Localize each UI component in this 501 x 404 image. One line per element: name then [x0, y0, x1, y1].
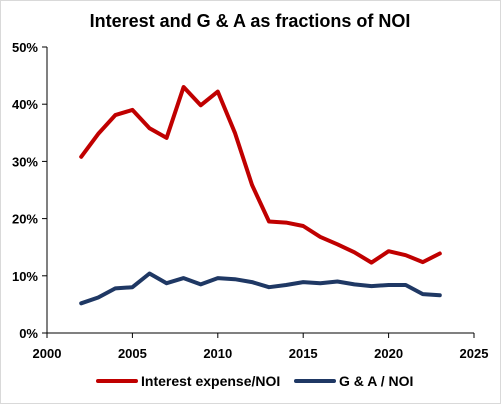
series-line-interest-expense: [79, 85, 442, 265]
x-tick-label: 2000: [33, 346, 62, 361]
x-tick-label: 2020: [374, 346, 403, 361]
y-tick-label: 0%: [19, 326, 38, 341]
x-tick-label: 2015: [289, 346, 318, 361]
legend: Interest expense/NOI G & A / NOI: [96, 373, 413, 389]
series-lines: [79, 85, 442, 306]
x-tick-label: 2005: [118, 346, 147, 361]
y-axis-ticks: 0% 10% 20% 30% 40% 50%: [12, 40, 47, 341]
y-tick-label: 40%: [12, 97, 38, 112]
legend-label-g-and-a: G & A / NOI: [339, 373, 413, 389]
y-tick-label: 50%: [12, 40, 38, 55]
x-axis-ticks: 2000 2005 2010 2015 2020 2025: [33, 333, 489, 361]
series-line-g-and-a: [79, 271, 442, 306]
x-tick-label: 2010: [203, 346, 232, 361]
y-tick-label: 20%: [12, 212, 38, 227]
chart-title: Interest and G & A as fractions of NOI: [90, 11, 411, 31]
y-tick-label: 30%: [12, 154, 38, 169]
y-tick-label: 10%: [12, 269, 38, 284]
legend-label-interest-expense: Interest expense/NOI: [141, 373, 280, 389]
x-tick-label: 2025: [460, 346, 489, 361]
